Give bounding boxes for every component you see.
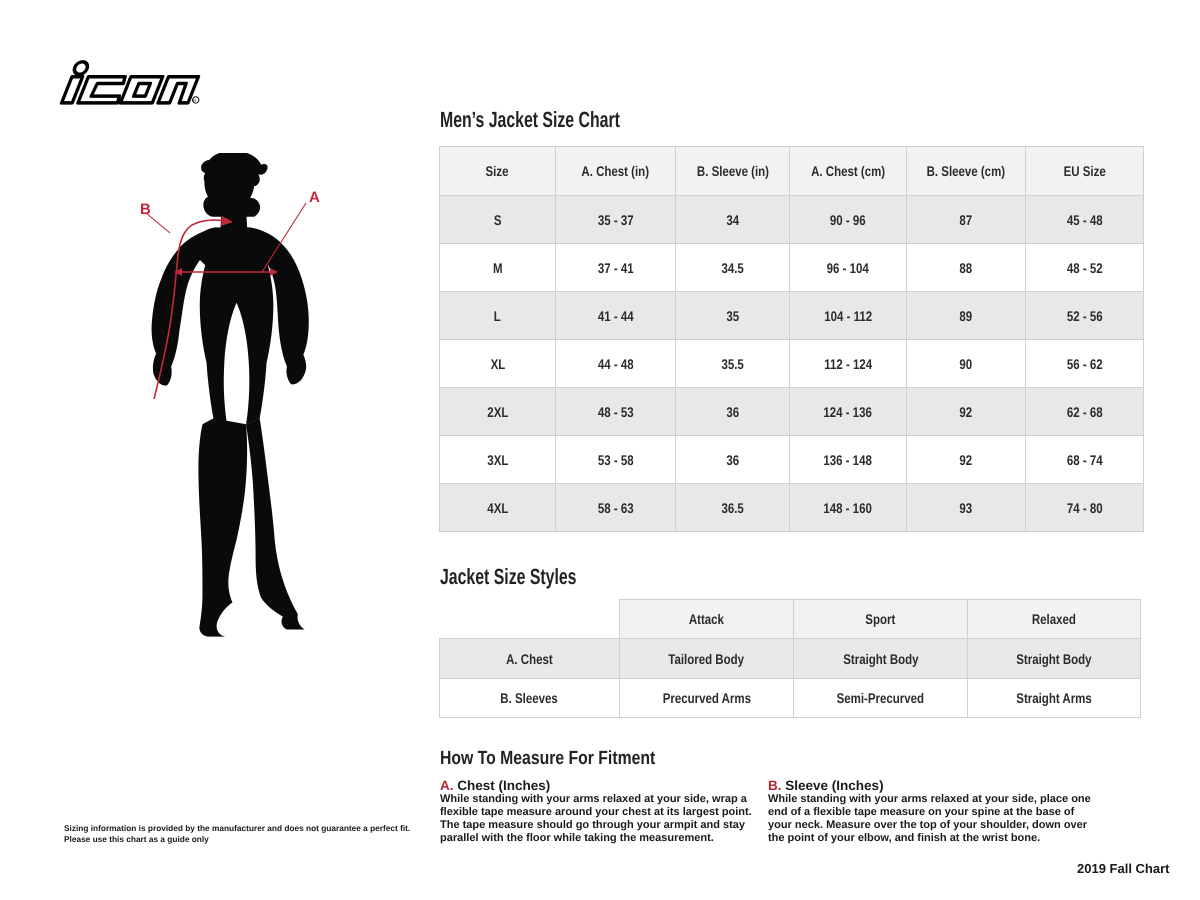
svg-text:B: B [140,201,151,218]
svg-text:A: A [309,189,320,206]
